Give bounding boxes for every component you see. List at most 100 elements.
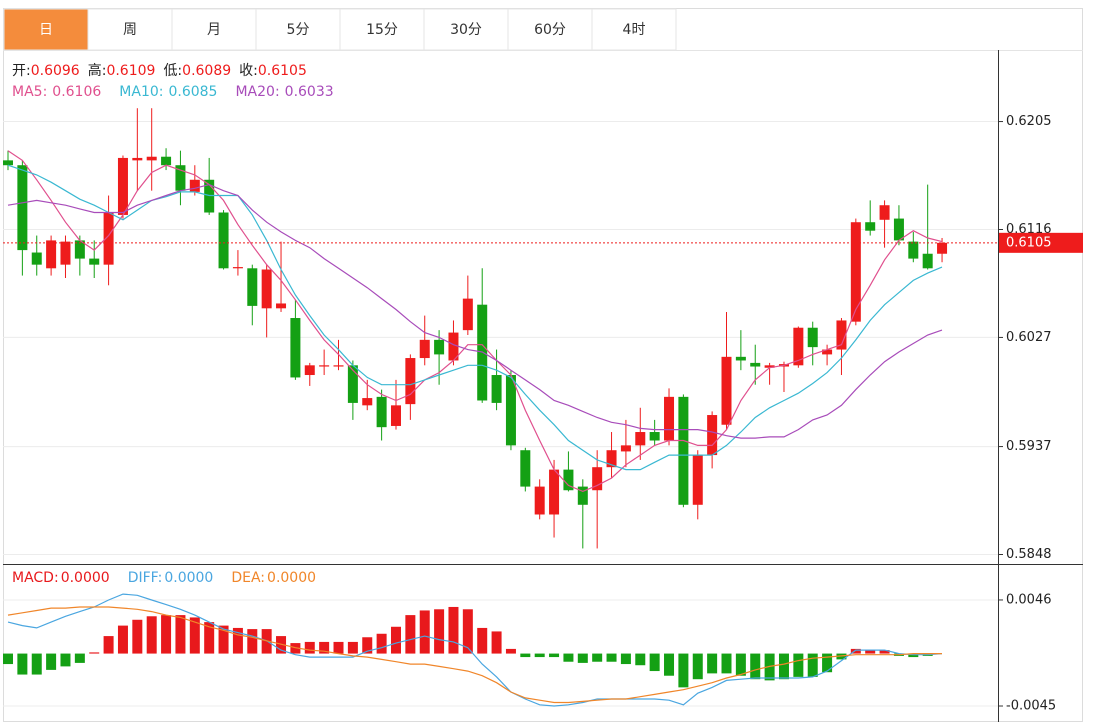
tab-background[interactable] <box>339 8 425 51</box>
macd-bar <box>232 627 243 654</box>
tab-label[interactable]: 日 <box>39 22 53 38</box>
legend-value: 0.0000 <box>164 570 213 586</box>
candle-body <box>31 252 42 265</box>
macd-bar <box>175 615 186 654</box>
candle-body <box>678 396 689 505</box>
tab[interactable]: 15分 <box>339 8 425 51</box>
candle-body <box>764 365 775 368</box>
tab[interactable]: 30分 <box>423 8 509 51</box>
macd-bar <box>678 653 689 688</box>
macd-bar <box>362 637 373 654</box>
tab-label[interactable]: 30分 <box>450 22 482 38</box>
candle-body <box>664 396 675 441</box>
tab-label[interactable]: 4时 <box>623 22 646 38</box>
tab[interactable]: 月 <box>171 8 257 51</box>
macd-bar <box>434 609 445 654</box>
tab-label[interactable]: 5分 <box>287 22 310 38</box>
y-tick-label: 0.5848 <box>1006 547 1052 562</box>
candle-body <box>793 327 804 366</box>
candle-body <box>750 362 761 367</box>
legend-name: MA10: <box>119 84 163 100</box>
macd-bar <box>448 606 459 654</box>
legend-value: 0.6085 <box>168 84 217 100</box>
tab-background[interactable] <box>87 8 173 51</box>
candle-body <box>592 467 603 491</box>
candle-body <box>376 396 387 428</box>
legend-name: DEA: <box>231 570 265 586</box>
ohlc-label: 低: <box>163 63 182 79</box>
y-tick-label: 0.6205 <box>1006 114 1052 129</box>
macd-bar <box>793 653 804 677</box>
candle-body <box>117 157 128 215</box>
candle-body <box>304 365 315 376</box>
macd-bar <box>276 636 287 654</box>
legend-name: DIFF: <box>128 570 163 586</box>
tab-label[interactable]: 15分 <box>366 22 398 38</box>
legend-value: 0.0000 <box>267 570 316 586</box>
macd-bar <box>908 653 919 658</box>
candle-body <box>707 415 718 456</box>
macd-bar <box>319 641 330 654</box>
legend-row: MA5: 0.6106 MA10: 0.6085 MA20: 0.6033 <box>12 84 334 100</box>
macd-bar <box>218 625 229 654</box>
last-price-label: 0.6105 <box>1006 235 1052 250</box>
candle-body <box>448 332 459 361</box>
macd-bar <box>117 625 128 654</box>
y-tick-label: 0.0046 <box>1006 592 1052 607</box>
frame <box>3 8 1083 722</box>
macd-bar <box>17 653 28 675</box>
legend-value: 0.0000 <box>61 570 110 586</box>
tab[interactable]: 5分 <box>255 8 341 51</box>
candle-body <box>549 469 560 515</box>
tab[interactable]: 60分 <box>507 8 593 51</box>
candle-body <box>807 327 818 348</box>
macd-bar <box>60 653 71 667</box>
tab-background[interactable] <box>171 8 257 51</box>
candle-body <box>319 365 330 367</box>
candle-body <box>577 486 588 505</box>
macd-bar <box>606 653 617 662</box>
tab[interactable]: 4时 <box>591 8 677 51</box>
candle-body <box>922 253 933 269</box>
macd-bar <box>390 626 401 654</box>
macd-bar <box>822 653 833 673</box>
macd-bar <box>750 653 761 680</box>
candle-body <box>362 398 373 406</box>
candle-body <box>390 405 401 426</box>
legend-value: 0.6033 <box>285 84 334 100</box>
ohlc-value: 0.6109 <box>106 63 155 79</box>
macd-bar <box>304 641 315 654</box>
tab-background[interactable] <box>255 8 341 51</box>
macd-bar <box>577 653 588 663</box>
tab-label[interactable]: 周 <box>123 22 137 38</box>
macd-bar <box>735 653 746 676</box>
ohlc-label: 高: <box>88 62 107 79</box>
candle-body <box>649 432 660 441</box>
ohlc-value: 0.6096 <box>31 63 80 79</box>
macd-bar <box>132 619 143 654</box>
macd-bar <box>807 653 818 677</box>
macd-bar <box>505 648 516 654</box>
macd-bar <box>462 609 473 654</box>
tab[interactable]: 周 <box>87 8 173 51</box>
tab-label[interactable]: 月 <box>207 22 221 38</box>
legend-row: MACD: 0.0000 DIFF: 0.0000 DEA: 0.0000 <box>12 570 316 586</box>
candle-body <box>146 156 157 161</box>
candle-body <box>89 258 100 265</box>
macd-bar <box>721 653 732 674</box>
candle-body <box>74 240 85 259</box>
legend-name: MA20: <box>235 84 279 100</box>
candle-body <box>204 179 215 213</box>
macd-bar <box>491 631 502 654</box>
tab-background[interactable] <box>591 8 677 51</box>
tab-label[interactable]: 60分 <box>534 22 566 38</box>
legend-value: 0.6106 <box>52 84 101 100</box>
tab-background[interactable] <box>507 8 593 51</box>
candle-body <box>60 241 71 265</box>
tab-background[interactable] <box>3 8 89 51</box>
candle-body <box>189 179 200 192</box>
candle-body <box>893 218 904 241</box>
tab[interactable]: 日 <box>3 8 89 51</box>
macd-bar <box>347 641 358 654</box>
